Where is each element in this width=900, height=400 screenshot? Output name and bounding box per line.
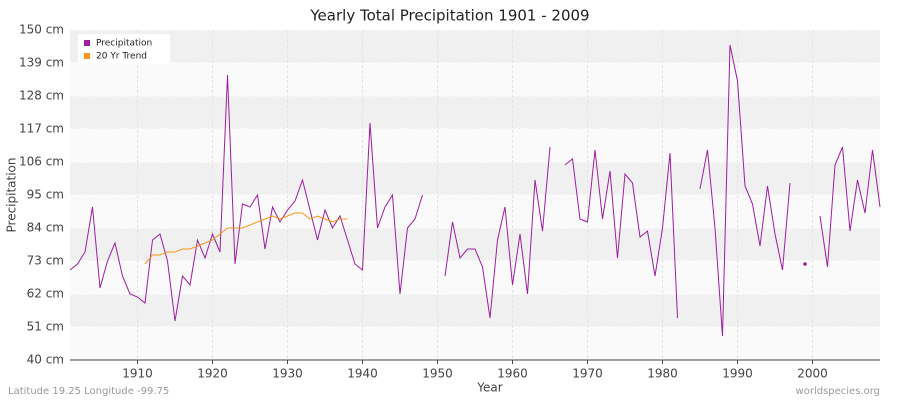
y-tick-label: 128 cm — [19, 89, 64, 103]
legend-swatch — [84, 53, 90, 59]
y-tick-label: 95 cm — [27, 188, 64, 202]
line — [69, 44, 881, 337]
y-tick-label: 62 cm — [27, 287, 64, 301]
legend-label: 20 Yr Trend — [96, 52, 147, 62]
legend-box — [78, 34, 170, 64]
grid-band — [70, 96, 880, 129]
y-tick-label: 106 cm — [19, 155, 64, 169]
x-tick-label: 1980 — [647, 367, 678, 381]
y-axis-label: Precipitation — [5, 157, 19, 232]
point — [803, 262, 807, 266]
grid-band — [70, 228, 880, 261]
y-tick-label: 117 cm — [19, 122, 64, 136]
x-tick-label: 1960 — [497, 367, 528, 381]
y-tick-label: 150 cm — [19, 23, 64, 37]
x-tick-label: 1970 — [572, 367, 603, 381]
x-tick-label: 1940 — [347, 367, 378, 381]
x-tick-label: 2000 — [797, 367, 828, 381]
footer-left: Latitude 19.25 Longitude -99.75 — [8, 386, 169, 397]
footer-right: worldspecies.org — [796, 386, 880, 397]
chart-title: Yearly Total Precipitation 1901 - 2009 — [309, 7, 589, 25]
x-tick-label: 1920 — [197, 367, 228, 381]
y-tick-label: 40 cm — [27, 353, 64, 367]
y-tick-label: 51 cm — [27, 320, 64, 334]
y-tick-label: 84 cm — [27, 221, 64, 235]
grid-band — [70, 294, 880, 327]
y-tick-label: 139 cm — [19, 56, 64, 70]
grid-band — [70, 162, 880, 195]
grid-band — [70, 30, 880, 63]
x-tick-label: 1950 — [422, 367, 453, 381]
x-tick-label: 1990 — [722, 367, 753, 381]
x-axis-label: Year — [476, 381, 502, 395]
line — [144, 212, 348, 265]
x-tick-label: 1910 — [122, 367, 153, 381]
legend-swatch — [84, 40, 90, 46]
x-tick-label: 1930 — [272, 367, 303, 381]
y-tick-label: 73 cm — [27, 254, 64, 268]
legend-label: Precipitation — [96, 39, 152, 49]
